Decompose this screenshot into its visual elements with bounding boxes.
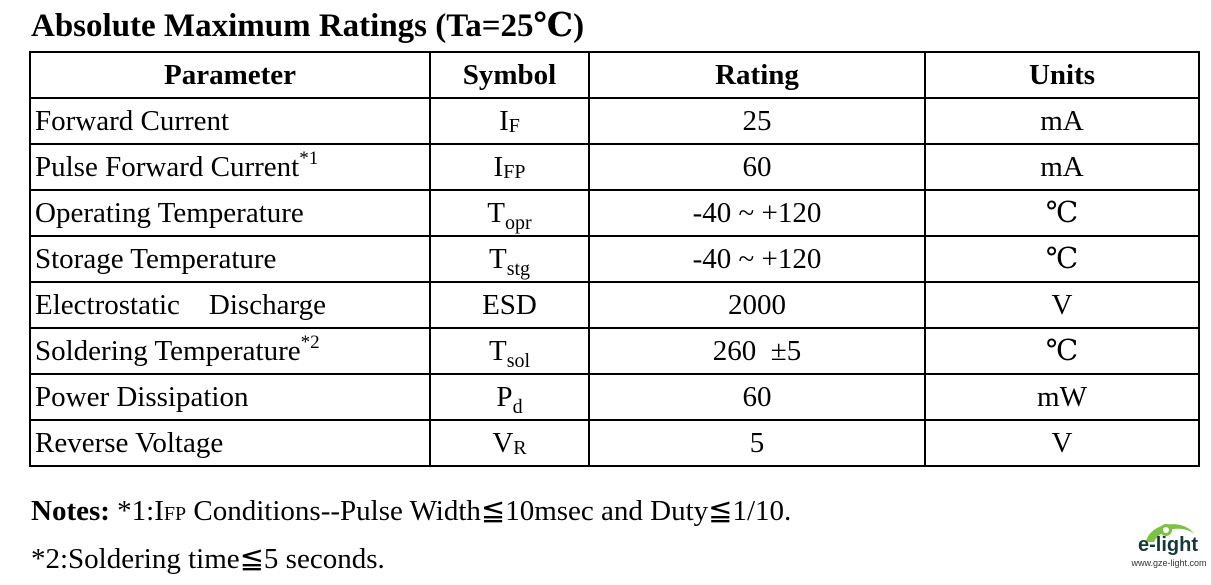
symbol-main: I (493, 150, 504, 183)
note-1-subscript: FP (163, 503, 187, 525)
unit-cell: V (924, 281, 1200, 329)
symbol-main: T (488, 334, 507, 367)
symbol-subscript: R (513, 436, 527, 459)
parameter-cell: Operating Temperature (29, 189, 431, 237)
symbol-subscript: sol (506, 349, 531, 372)
parameter-cell: Reverse Voltage (29, 419, 431, 467)
symbol-subscript: F (508, 114, 520, 137)
table-row: Pulse Forward Current*1 IFP 60 mA (29, 143, 1200, 191)
logo-url: www.gze-light.com (1131, 558, 1207, 568)
symbol-subscript: stg (506, 257, 531, 280)
symbol-main: ESD (482, 288, 537, 321)
parameter-name: Forward Current (35, 104, 230, 137)
note-2: *2:Soldering time≦5 seconds. (31, 543, 385, 575)
symbol-cell: Tsol (429, 327, 590, 375)
table-row: Operating Temperature Topr -40 ~ +120 ℃ (29, 189, 1200, 237)
logo-swoosh-icon (1146, 524, 1194, 542)
symbol-main: T (488, 242, 507, 275)
table-row: Reverse Voltage VR 5 V (29, 419, 1200, 467)
symbol-subscript: opr (505, 211, 532, 234)
header-symbol: Symbol (429, 51, 590, 99)
table-header-row: Parameter Symbol Rating Units (29, 51, 1200, 99)
rating-cell: -40 ~ +120 (588, 235, 926, 283)
unit-cell: ℃ (924, 235, 1200, 283)
parameter-name: Storage Temperature (35, 242, 277, 275)
unit-cell: V (924, 419, 1200, 467)
symbol-main: T (487, 196, 506, 229)
table-row: Storage Temperature Tstg -40 ~ +120 ℃ (29, 235, 1200, 283)
page-title: Absolute Maximum Ratings (Ta=25℃) (31, 8, 585, 44)
parameter-name: Power Dissipation (35, 380, 249, 413)
header-units: Units (924, 51, 1200, 99)
symbol-main: I (499, 104, 509, 137)
table-row: Forward Current IF 25 mA (29, 97, 1200, 145)
parameter-name: Pulse Forward Current (35, 150, 300, 183)
rating-cell: 2000 (588, 281, 926, 329)
symbol-main: P (496, 380, 513, 413)
footnote-mark: *1 (299, 147, 319, 169)
footnote-mark: *2 (300, 331, 320, 353)
symbol-cell: Pd (429, 373, 590, 421)
symbol-subscript: d (512, 395, 523, 418)
symbol-cell: IF (429, 97, 590, 145)
unit-cell: ℃ (924, 189, 1200, 237)
symbol-main: V (492, 426, 514, 459)
table-row: Power Dissipation Pd 60 mW (29, 373, 1200, 421)
unit-cell: mA (924, 97, 1200, 145)
parameter-name: Soldering Temperature (35, 334, 301, 367)
parameter-cell: Electrostatic Discharge (29, 281, 431, 329)
notes-label: Notes: (31, 495, 110, 527)
rating-cell: 25 (588, 97, 926, 145)
symbol-cell: VR (429, 419, 590, 467)
ratings-table: Parameter Symbol Rating Units Forward Cu… (29, 51, 1200, 467)
rating-cell: 60 (588, 373, 926, 421)
parameter-cell: Soldering Temperature*2 (29, 327, 431, 375)
rating-cell: 60 (588, 143, 926, 191)
e-light-logo (1146, 524, 1194, 542)
parameter-name: Electrostatic Discharge (35, 288, 326, 321)
rating-cell: -40 ~ +120 (588, 189, 926, 237)
unit-cell: ℃ (924, 327, 1200, 375)
note-1-text: Conditions--Pulse Width≦10msec and Duty≦… (186, 495, 792, 527)
rating-cell: 260 ±5 (588, 327, 926, 375)
symbol-cell: Tstg (429, 235, 590, 283)
header-rating: Rating (588, 51, 926, 99)
parameter-name: Reverse Voltage (35, 426, 224, 459)
parameter-cell: Power Dissipation (29, 373, 431, 421)
parameter-cell: Forward Current (29, 97, 431, 145)
parameter-cell: Storage Temperature (29, 235, 431, 283)
table-row: Soldering Temperature*2 Tsol 260 ±5 ℃ (29, 327, 1200, 375)
table-row: Electrostatic Discharge ESD 2000 V (29, 281, 1200, 329)
parameter-cell: Pulse Forward Current*1 (29, 143, 431, 191)
logo-wordmark: e-light (1138, 534, 1198, 556)
symbol-cell: ESD (429, 281, 590, 329)
parameter-name: Operating Temperature (35, 196, 304, 229)
symbol-cell: IFP (429, 143, 590, 191)
symbol-cell: Topr (429, 189, 590, 237)
symbol-subscript: FP (503, 160, 526, 183)
note-1: Notes: *1:IFP Conditions--Pulse Width≦10… (31, 493, 791, 532)
page-edge-rule (1211, 0, 1213, 585)
unit-cell: mW (924, 373, 1200, 421)
note-1-prefix: *1:I (109, 495, 164, 527)
unit-cell: mA (924, 143, 1200, 191)
rating-cell: 5 (588, 419, 926, 467)
header-parameter: Parameter (29, 51, 431, 99)
